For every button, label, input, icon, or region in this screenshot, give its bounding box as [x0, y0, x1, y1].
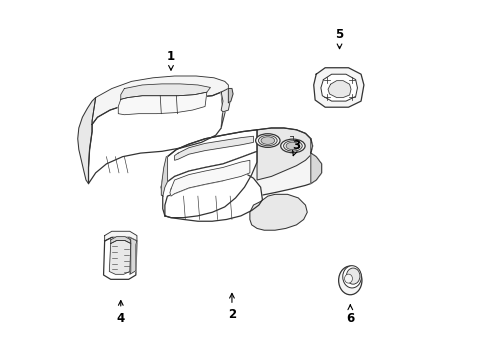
Polygon shape — [221, 89, 228, 128]
Ellipse shape — [258, 135, 277, 146]
Polygon shape — [78, 98, 96, 184]
Ellipse shape — [344, 274, 352, 283]
Polygon shape — [161, 157, 167, 196]
Ellipse shape — [261, 137, 274, 144]
Ellipse shape — [255, 134, 280, 147]
Polygon shape — [88, 92, 223, 184]
Polygon shape — [121, 84, 210, 99]
Polygon shape — [129, 237, 137, 274]
Polygon shape — [161, 130, 257, 196]
Ellipse shape — [283, 141, 302, 151]
Ellipse shape — [338, 266, 361, 295]
Polygon shape — [118, 92, 206, 115]
Ellipse shape — [346, 268, 359, 284]
Polygon shape — [109, 240, 131, 274]
Polygon shape — [221, 89, 230, 112]
Polygon shape — [163, 151, 257, 218]
Ellipse shape — [342, 266, 361, 288]
Text: 1: 1 — [166, 50, 175, 70]
Polygon shape — [249, 194, 306, 230]
Polygon shape — [110, 237, 131, 243]
Polygon shape — [313, 68, 363, 107]
Polygon shape — [327, 81, 350, 98]
Polygon shape — [257, 128, 310, 180]
Ellipse shape — [280, 139, 305, 153]
Polygon shape — [92, 76, 228, 125]
Text: 3: 3 — [292, 139, 300, 156]
Polygon shape — [228, 89, 233, 103]
Ellipse shape — [285, 142, 299, 150]
Polygon shape — [169, 160, 249, 196]
Text: 6: 6 — [346, 305, 354, 325]
Text: 2: 2 — [227, 293, 236, 321]
Text: 5: 5 — [335, 28, 343, 49]
Polygon shape — [310, 139, 321, 184]
Polygon shape — [320, 74, 357, 101]
Polygon shape — [104, 231, 137, 241]
Polygon shape — [174, 136, 253, 160]
Text: 4: 4 — [117, 301, 124, 325]
Polygon shape — [103, 237, 137, 279]
Polygon shape — [164, 167, 262, 221]
Polygon shape — [161, 128, 321, 202]
